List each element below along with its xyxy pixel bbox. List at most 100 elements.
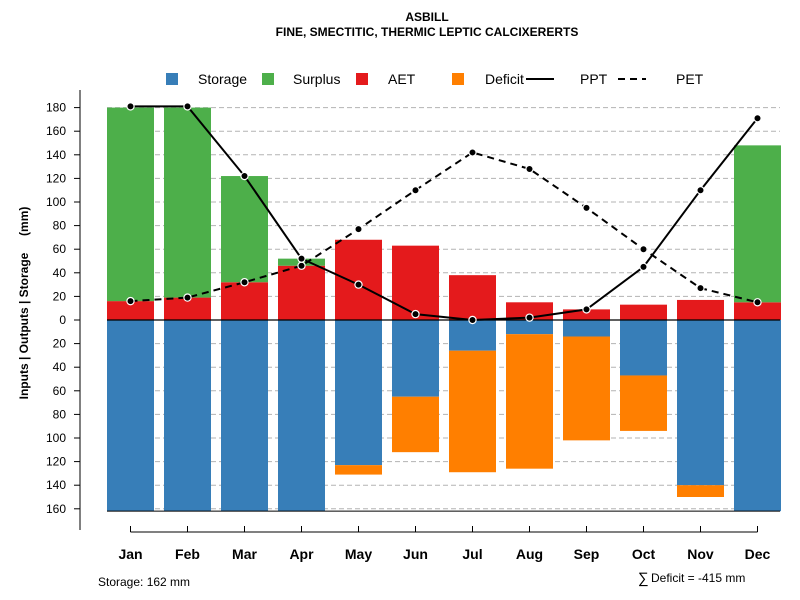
y-tick-label: 0 [59, 313, 66, 327]
pet-line-point [354, 224, 363, 234]
month-label: Sep [574, 546, 600, 562]
ppt-line-point [582, 305, 591, 314]
bars [107, 107, 781, 512]
legend-swatch [262, 73, 274, 85]
y-tick-label: 40 [53, 266, 67, 280]
month-label: Aug [516, 546, 543, 562]
ppt-line-point [753, 114, 762, 123]
ppt-line [130, 105, 759, 322]
y-tick-label: 80 [53, 219, 67, 233]
storage-bar [221, 320, 268, 512]
storage-bar [335, 320, 382, 466]
y-tick-label: 60 [53, 384, 67, 398]
month-label: Oct [632, 546, 656, 562]
legend-label: AET [388, 71, 416, 87]
deficit-bar [392, 396, 439, 453]
ppt-line-point [126, 102, 135, 111]
pet-line-point [183, 293, 192, 302]
chart-subtitle: FINE, SMECTITIC, THERMIC LEPTIC CALCIXER… [276, 25, 579, 39]
y-tick-label: 40 [53, 360, 67, 374]
y-tick-label: 100 [46, 195, 66, 209]
y-axis-label: Inputs | Outputs | Storage (mm) [17, 207, 31, 400]
aet-bar [392, 245, 439, 320]
month-label: Apr [289, 546, 314, 562]
surplus-bar [164, 107, 211, 298]
pet-line-point [468, 148, 477, 157]
month-label: Jul [462, 546, 482, 562]
legend: Storage Surplus AET Deficit PPT PET [166, 71, 704, 87]
surplus-bar [734, 145, 781, 303]
y-tick-label: 20 [53, 289, 67, 303]
ppt-line-point [696, 185, 705, 195]
storage-bar [506, 320, 553, 335]
legend-swatch [356, 73, 368, 85]
aet-bar [335, 239, 382, 320]
aet-bar [734, 302, 781, 320]
ppt-line-point [354, 280, 363, 289]
y-tick-label: 80 [53, 407, 67, 421]
legend-swatch [452, 73, 464, 85]
sum-symbol: ∑ [638, 570, 649, 587]
aet-bar [449, 275, 496, 320]
deficit-bar [506, 334, 553, 469]
deficit-bar [677, 485, 724, 497]
y-tick-label: 20 [53, 337, 67, 351]
x-axis: Jan Feb Mar Apr May Jun Jul Aug Sep Oct Nov Dec [118, 526, 771, 562]
month-label: Feb [175, 546, 200, 562]
month-label: Mar [232, 546, 257, 562]
chart-title: ASBILL [405, 10, 448, 24]
legend-label: Storage [198, 71, 247, 87]
y-tick-label: 100 [46, 431, 66, 445]
storage-bar [164, 320, 211, 512]
month-label: Jan [118, 546, 142, 562]
legend-label: PPT [580, 71, 608, 87]
aet-bar [278, 265, 325, 320]
aet-bar [563, 309, 610, 320]
surplus-bar [221, 176, 268, 283]
storage-bar [734, 320, 781, 512]
ppt-line-point [468, 315, 477, 325]
deficit-annotation: Deficit = -415 mm [651, 571, 745, 585]
pet-line-point [297, 261, 306, 270]
y-tick-label: 140 [46, 478, 66, 492]
month-label: Dec [745, 546, 771, 562]
y-axis: 180 160 140 120 100 80 60 40 20 0 20 40 60 80 100 120 14… [46, 90, 81, 530]
ppt-line-point [411, 309, 420, 319]
month-label: May [345, 546, 372, 562]
deficit-bar [563, 336, 610, 441]
storage-bar [677, 320, 724, 486]
deficit-bar [449, 350, 496, 473]
y-tick-label: 120 [46, 455, 66, 469]
legend-label: Surplus [293, 71, 340, 87]
storage-bar [620, 320, 667, 376]
ppt-line-point [639, 262, 648, 272]
storage-bar [278, 320, 325, 512]
legend-label: PET [676, 71, 704, 87]
aet-bar [677, 299, 724, 320]
deficit-bar [620, 375, 667, 431]
ppt-line-point [525, 313, 534, 322]
series-lines [126, 102, 762, 325]
y-tick-label: 160 [46, 502, 66, 516]
storage-bar [563, 320, 610, 337]
pet-line-point [525, 164, 534, 174]
legend-label: Deficit [485, 71, 524, 87]
y-tick-label: 140 [46, 148, 66, 162]
storage-annotation: Storage: 162 mm [98, 575, 190, 589]
storage-bar [107, 320, 154, 512]
y-tick-label: 120 [46, 171, 66, 185]
surplus-bar [107, 107, 154, 302]
month-label: Nov [687, 546, 714, 562]
deficit-bar [335, 465, 382, 475]
pet-line-point [696, 283, 705, 293]
gridlines [107, 107, 780, 510]
ppt-line-point [297, 254, 306, 263]
pet-line-point [582, 203, 591, 213]
aet-bar [164, 297, 211, 320]
storage-bar [392, 320, 439, 397]
aet-bar [221, 282, 268, 320]
pet-line-point [240, 278, 249, 287]
ppt-line-point [240, 171, 249, 181]
y-tick-label: 180 [46, 101, 66, 115]
pet-line-point [411, 185, 420, 195]
